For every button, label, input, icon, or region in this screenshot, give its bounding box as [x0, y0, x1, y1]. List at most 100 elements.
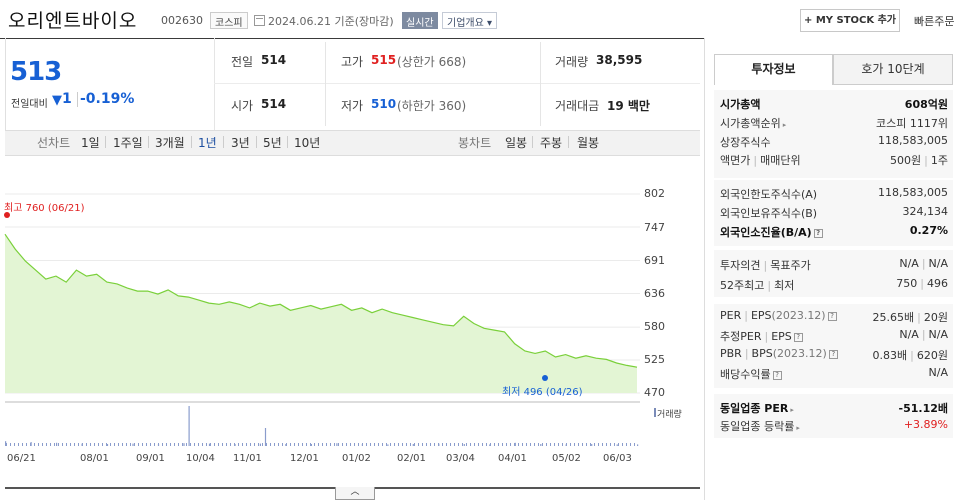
volume-bar	[42, 443, 43, 446]
volume-bar	[259, 443, 261, 446]
volume-bar	[578, 443, 579, 446]
add-mystock-button[interactable]: + MY STOCK 추가	[800, 9, 900, 32]
price-chart	[4, 193, 640, 446]
volume-bar	[10, 443, 11, 446]
volume-bar	[514, 443, 515, 446]
volume-bar	[434, 443, 435, 446]
tab-1y[interactable]: 1년	[198, 136, 217, 150]
volume-bar	[614, 443, 615, 446]
market-cap-label: 시가총액	[720, 98, 761, 111]
volume-bar	[554, 443, 555, 446]
volume-bar	[410, 443, 411, 446]
help-icon[interactable]: ?	[793, 332, 803, 342]
est-eps-value: N/A	[928, 328, 948, 341]
volume-bar	[374, 443, 375, 446]
tab-10y[interactable]: 10년	[294, 136, 321, 150]
help-icon[interactable]: ?	[813, 228, 823, 238]
volume-bar	[50, 443, 51, 446]
volume-bar	[366, 443, 367, 446]
volume-bar	[146, 443, 147, 446]
price-line	[4, 233, 638, 368]
volume-bar	[102, 443, 103, 446]
volume-bar	[294, 443, 295, 446]
volume-bar	[6, 443, 7, 446]
realtime-button[interactable]: 실시간	[402, 12, 438, 29]
volume-bar	[206, 443, 207, 446]
open-value: 514	[261, 97, 287, 111]
open-label: 시가	[231, 99, 254, 113]
tab-1w[interactable]: 1주일	[113, 136, 143, 150]
x-tick: 04/01	[498, 453, 527, 464]
volume-label: 거래량	[555, 55, 589, 69]
company-info-dropdown[interactable]: 기업개요 ▾	[442, 12, 498, 29]
quick-order-link[interactable]: 빠른주문	[914, 15, 955, 28]
chevron-down-icon: ▾	[483, 18, 493, 29]
change-amount: 1	[62, 91, 72, 107]
prev-close-label: 전일	[231, 55, 254, 69]
high-label: 고가	[341, 55, 364, 69]
x-tick: 02/01	[397, 453, 426, 464]
tab-weekly[interactable]: 주봉	[540, 136, 563, 150]
ind-per-row[interactable]: 동일업종 PER ▸	[720, 400, 794, 416]
tab-divider	[148, 136, 149, 148]
foreign-limit-value: 118,583,005	[878, 186, 948, 199]
pbr-value: 0.83배	[872, 349, 908, 362]
tab-orderbook[interactable]: 호가 10단계	[833, 54, 953, 85]
volume-bar	[230, 443, 231, 446]
date-text: 2024.06.21 기준(장마감)	[268, 15, 394, 28]
tab-5y[interactable]: 5년	[263, 136, 282, 150]
volume-bar	[154, 443, 155, 446]
volume-bar	[618, 443, 619, 446]
volume-bar	[458, 443, 459, 446]
volume-bar	[5, 441, 7, 446]
high52-value: 750	[896, 277, 918, 290]
collapse-button[interactable]: ︿	[335, 487, 375, 500]
per-label: PER	[720, 309, 742, 322]
market-rank-row[interactable]: 시가총액순위 ▸	[720, 115, 786, 131]
pbr-row-value: 0.83배 | 620원	[872, 349, 948, 362]
tab-monthly[interactable]: 월봉	[577, 136, 600, 150]
volume-bar	[610, 443, 611, 446]
tab-3m[interactable]: 3개월	[155, 136, 185, 150]
volume-bar	[616, 444, 618, 446]
tab-daily[interactable]: 일봉	[505, 136, 528, 150]
tab-divider	[287, 136, 288, 148]
help-icon[interactable]: ?	[772, 370, 782, 380]
tab-investment-info[interactable]: 투자정보	[714, 54, 833, 85]
tab-3y[interactable]: 3년	[231, 136, 250, 150]
help-icon[interactable]: ?	[827, 311, 837, 321]
volume-bar	[314, 443, 315, 446]
volume-bar	[490, 443, 491, 446]
par-label: 액면가	[720, 154, 751, 167]
high-value: 515	[371, 53, 397, 67]
x-tick: 11/01	[233, 453, 262, 464]
volume-bar	[138, 443, 139, 446]
volume-bar	[426, 443, 427, 446]
tab-1d[interactable]: 1일	[81, 136, 100, 150]
volume-bar	[234, 443, 235, 446]
x-tick: 01/02	[342, 453, 371, 464]
help-icon[interactable]: ?	[828, 349, 838, 359]
ind-rate-label: 동일업종 등락률	[720, 420, 795, 433]
volume-bar	[56, 442, 58, 446]
amount-label: 거래대금	[555, 99, 600, 113]
volume-bar	[494, 443, 495, 446]
unit-value: 1주	[930, 154, 948, 167]
volume-bar	[106, 443, 107, 446]
volume-bar	[518, 443, 519, 446]
volume-bar	[606, 443, 607, 446]
volume-bar	[46, 443, 47, 446]
volume-bar	[183, 443, 185, 446]
volume-bar	[450, 443, 451, 446]
volume-bar	[422, 443, 423, 446]
per-value: 25.65배	[872, 311, 915, 324]
volume-bar	[540, 444, 542, 446]
volume-bar	[132, 443, 134, 446]
ind-per-value: -51.12배	[898, 402, 948, 415]
volume-bar	[442, 443, 443, 446]
volume-bars	[5, 406, 639, 446]
pbr-label: PBR	[720, 347, 742, 360]
ind-rate-row[interactable]: 동일업종 등락률 ▸	[720, 418, 800, 434]
quote-divider	[214, 38, 215, 130]
volume-bar	[463, 444, 465, 446]
